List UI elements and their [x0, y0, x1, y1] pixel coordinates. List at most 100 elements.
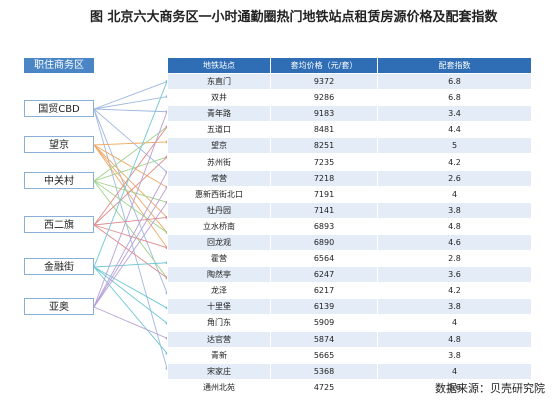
header-station: 地铁站点: [167, 57, 271, 74]
connection-line: [93, 187, 168, 308]
station-name-cell: 角门东: [167, 314, 271, 332]
connection-line: [93, 202, 168, 308]
station-name-cell: 青年路: [167, 105, 271, 123]
price-cell: 6217: [270, 282, 378, 300]
connection-line: [93, 108, 168, 294]
district-jinrongjie: 金融街: [24, 258, 94, 275]
connection-line: [93, 144, 168, 233]
table-row: 惠新西街北口 7191 4: [167, 186, 532, 203]
data-source: 数据来源：贝壳研究院: [435, 382, 545, 395]
district-zhongguancun: 中关村: [24, 172, 94, 189]
connection-line: [93, 306, 168, 339]
index-cell: 3.8: [377, 347, 532, 364]
price-cell: 7141: [270, 202, 378, 219]
district-wangjing: 望京: [24, 136, 94, 153]
figure-title: 图 北京六大商务区一小时通勤圈热门地铁站点租赁房源价格及配套指数: [90, 10, 498, 25]
price-cell: 6890: [270, 234, 378, 252]
connection-line: [93, 180, 168, 233]
price-cell: 6564: [270, 250, 378, 268]
price-cell: 5874: [270, 331, 378, 348]
station-table: 地铁站点 套均价格（元/套） 配套指数 东直门 9372 6.8 双井 9286 6.8 青…: [167, 57, 532, 396]
connection-line: [93, 108, 168, 173]
station-name-cell: 东直门: [167, 73, 271, 91]
connection-line: [93, 171, 168, 308]
price-cell: 8481: [270, 121, 378, 139]
price-cell: 7191: [270, 186, 378, 203]
connection-line: [93, 144, 168, 188]
table-row: 五道口 8481 4.4: [167, 121, 532, 139]
price-cell: 4725: [270, 379, 378, 396]
index-cell: 3.6: [377, 266, 532, 284]
price-cell: 6893: [270, 218, 378, 235]
station-name-cell: 双井: [167, 89, 271, 107]
station-name-cell: 陶然亭: [167, 266, 271, 284]
index-cell: 4: [377, 186, 532, 203]
table-row: 青年路 9183 3.4: [167, 105, 532, 123]
index-cell: 4: [377, 363, 532, 380]
connection-line: [93, 180, 168, 279]
table-row: 龙泽 6217 4.2: [167, 282, 532, 300]
station-name-cell: 望京: [167, 137, 271, 155]
price-cell: 9286: [270, 89, 378, 107]
table-row: 双井 9286 6.8: [167, 89, 532, 107]
district-guomao-cbd: 国贸CBD: [24, 100, 94, 117]
price-cell: 8251: [270, 137, 378, 155]
index-cell: 2.6: [377, 170, 532, 187]
table-row: 达官营 5874 4.8: [167, 331, 532, 348]
header-price: 套均价格（元/套）: [270, 57, 378, 74]
station-name-cell: 通州北苑: [167, 379, 271, 396]
connection-line: [93, 156, 168, 182]
station-name-cell: 龙泽: [167, 282, 271, 300]
district-yaao: 亚奥: [24, 298, 94, 315]
connection-line: [93, 141, 168, 146]
connection-line: [93, 262, 168, 268]
station-name-cell: 霍营: [167, 250, 271, 268]
index-cell: 6.8: [377, 73, 532, 91]
connection-line: [93, 156, 168, 226]
price-cell: 6139: [270, 298, 378, 316]
table-row: 角门东 5909 4: [167, 314, 532, 332]
index-cell: 3.4: [377, 105, 532, 123]
index-cell: 6.8: [377, 89, 532, 107]
connection-line: [93, 266, 168, 354]
station-name-cell: 常营: [167, 170, 271, 187]
table-row: 霍营 6564 2.8: [167, 250, 532, 268]
station-name-cell: 达官营: [167, 331, 271, 348]
station-name-cell: 五道口: [167, 121, 271, 139]
index-cell: 4.6: [377, 234, 532, 252]
station-name-cell: 立水桥南: [167, 218, 271, 235]
table-row: 望京 8251 5: [167, 137, 532, 155]
connection-line: [93, 96, 168, 110]
table-row: 宋家庄 5368 4: [167, 363, 532, 380]
station-name-cell: 苏州街: [167, 153, 271, 171]
price-cell: 7235: [270, 153, 378, 171]
index-cell: 4.4: [377, 121, 532, 139]
price-cell: 5665: [270, 347, 378, 364]
station-name-cell: 青新: [167, 347, 271, 364]
table-row: 通州北苑 4725 3.6: [167, 379, 532, 396]
connection-line: [93, 144, 168, 218]
connection-line: [93, 266, 168, 324]
price-cell: 5368: [270, 363, 378, 380]
index-cell: 4.8: [377, 218, 532, 235]
table-row: 立水桥南 6893 4.8: [167, 218, 532, 235]
price-cell: 9372: [270, 73, 378, 91]
index-cell: 4.2: [377, 153, 532, 171]
station-name-cell: 回龙观: [167, 234, 271, 252]
index-cell: 3.8: [377, 202, 532, 219]
table-row: 青新 5665 3.8: [167, 347, 532, 364]
index-cell: 3.8: [377, 298, 532, 316]
index-cell: 2.8: [377, 250, 532, 268]
station-name-cell: 宋家庄: [167, 363, 271, 380]
station-name-cell: 牡丹园: [167, 202, 271, 219]
index-cell: 5: [377, 137, 532, 155]
table-row: 牡丹园 7141 3.8: [167, 202, 532, 219]
index-cell: 4.8: [377, 331, 532, 348]
table-row: 常营 7218 2.6: [167, 170, 532, 187]
station-name-cell: 惠新西街北口: [167, 186, 271, 203]
table-header-row: 地铁站点 套均价格（元/套） 配套指数: [167, 57, 532, 74]
connection-line: [93, 126, 168, 182]
price-cell: 7218: [270, 170, 378, 187]
table-row: 东直门 9372 6.8: [167, 73, 532, 91]
